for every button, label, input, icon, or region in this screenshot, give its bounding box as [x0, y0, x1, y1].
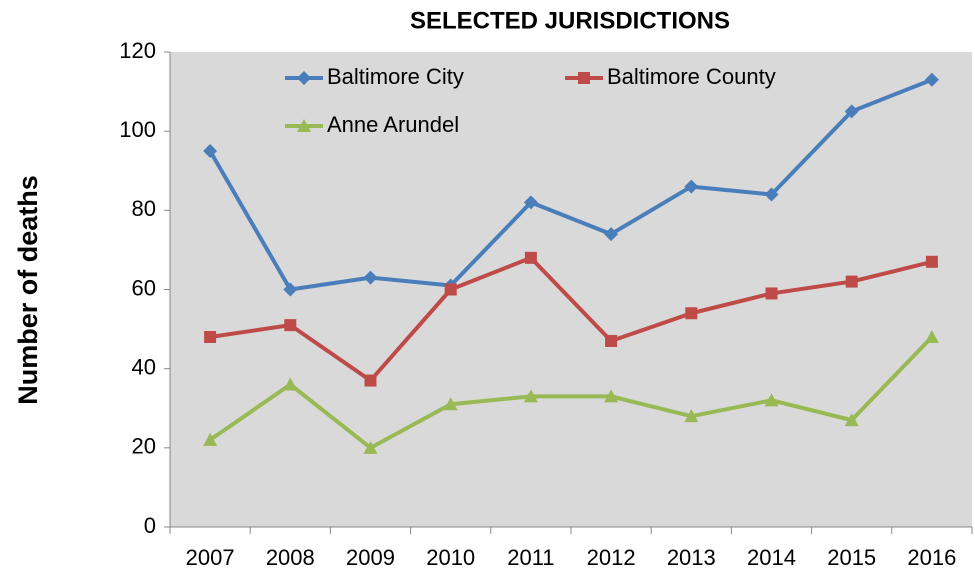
data-point — [604, 227, 619, 242]
x-tick-label: 2007 — [186, 545, 235, 570]
data-point — [443, 397, 458, 411]
data-point — [204, 331, 217, 343]
data-point — [845, 275, 858, 288]
data-point — [524, 251, 537, 264]
data-point — [765, 287, 778, 300]
data-point — [844, 104, 859, 119]
series-line — [208, 335, 934, 450]
y-tick-label: 60 — [132, 275, 156, 300]
y-tick-label: 0 — [144, 513, 156, 538]
x-tick-label: 2016 — [907, 545, 956, 570]
data-point — [684, 179, 699, 194]
y-tick-label: 80 — [132, 196, 156, 221]
y-axis-label: Number of deaths — [13, 175, 43, 405]
data-point — [364, 374, 377, 387]
data-point — [363, 270, 378, 285]
data-point — [444, 283, 457, 296]
data-point — [283, 282, 298, 297]
legend-label: Baltimore County — [607, 64, 776, 89]
x-tick-label: 2011 — [507, 545, 554, 570]
series-line — [208, 77, 933, 292]
data-point — [764, 187, 779, 202]
x-tick-label: 2013 — [667, 545, 716, 570]
data-point — [925, 255, 938, 268]
data-point — [203, 143, 218, 158]
y-tick-label: 120 — [119, 38, 156, 63]
legend-label: Baltimore City — [327, 64, 464, 89]
y-tick-label: 20 — [132, 434, 156, 459]
data-point — [283, 377, 298, 391]
x-tick-label: 2012 — [587, 545, 636, 570]
data-point — [684, 409, 699, 423]
x-tick-label: 2009 — [346, 545, 395, 570]
y-tick-label: 100 — [119, 117, 156, 142]
data-point — [604, 389, 619, 403]
data-point — [764, 393, 779, 407]
legend-marker — [297, 119, 311, 132]
legend-label: Anne Arundel — [327, 112, 459, 137]
x-tick-label: 2014 — [747, 545, 796, 570]
data-point — [203, 432, 218, 446]
x-tick-label: 2010 — [426, 545, 475, 570]
x-tick-label: 2015 — [827, 545, 876, 570]
y-tick-label: 40 — [132, 354, 156, 379]
data-point — [363, 440, 378, 454]
series-line — [209, 255, 933, 383]
legend-marker — [578, 72, 590, 84]
data-point — [924, 330, 939, 343]
data-point — [523, 389, 538, 403]
data-point — [844, 413, 859, 427]
chart-title: SELECTED JURISDICTIONS — [410, 7, 730, 34]
data-point — [924, 72, 939, 87]
legend-marker — [297, 71, 311, 85]
x-tick-label: 2008 — [266, 545, 315, 570]
data-point — [605, 334, 618, 347]
data-point — [284, 319, 297, 332]
data-point — [523, 195, 538, 210]
data-point — [685, 307, 698, 320]
